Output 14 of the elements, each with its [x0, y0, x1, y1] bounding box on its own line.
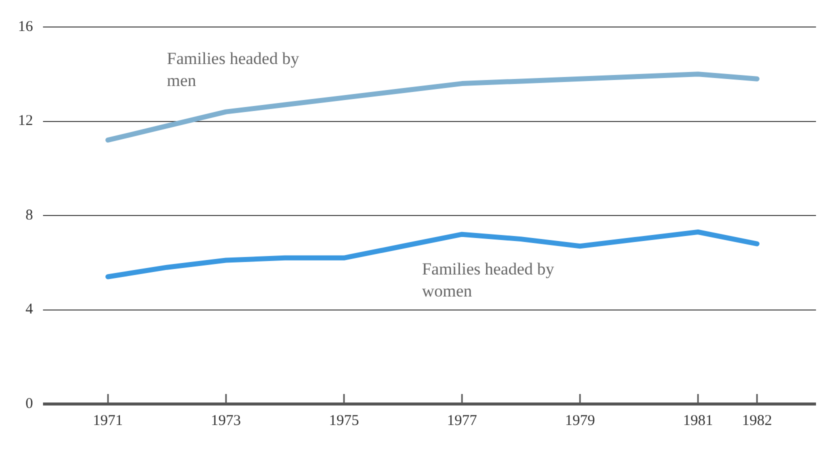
series-label: Families headed by women: [422, 259, 555, 300]
x-tick-label: 1973: [210, 412, 241, 429]
x-tick-label: 1975: [328, 412, 359, 429]
x-tick-label: 1979: [564, 412, 595, 429]
x-tick-label: 1977: [446, 412, 478, 429]
y-tick-label: 8: [26, 207, 33, 224]
x-tick-label: 1981: [682, 412, 713, 429]
x-tick-label: 1971: [92, 412, 123, 429]
y-tick-label: 0: [26, 396, 33, 412]
y-tick-label: 4: [26, 302, 34, 318]
series-label: Families headed by men: [166, 48, 300, 90]
y-tick-label: 12: [18, 113, 33, 130]
y-tick-label: 16: [18, 18, 34, 35]
x-tick-label: 1982: [742, 412, 772, 429]
